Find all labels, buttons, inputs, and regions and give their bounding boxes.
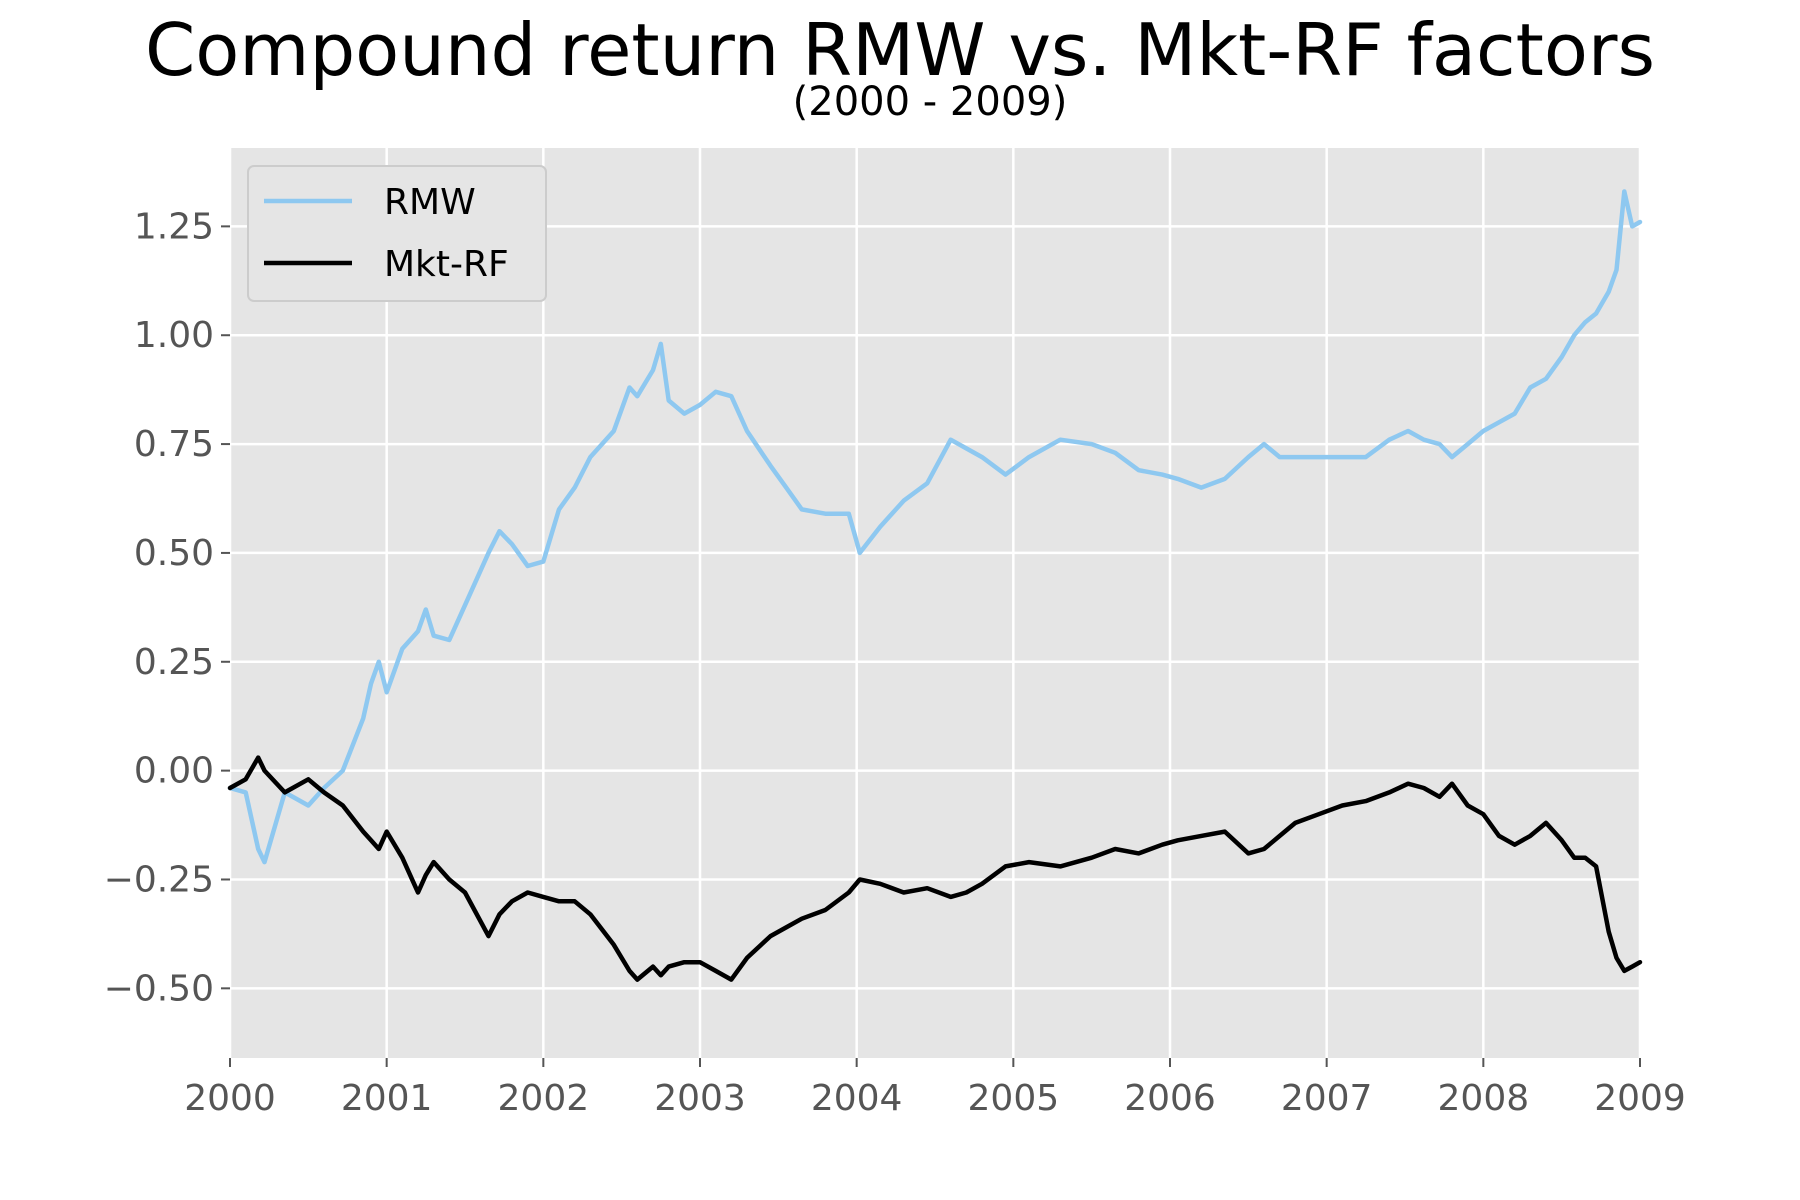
series-line-mkt-rf — [227, 755, 1643, 982]
y-tick-label: 0.00 — [134, 751, 214, 792]
y-tick-label: −0.25 — [104, 859, 214, 900]
chart-title: Compound return RMW vs. Mkt-RF factors — [144, 8, 1656, 92]
y-tick-label: 0.25 — [134, 642, 214, 683]
x-tick-label: 2000 — [184, 1078, 276, 1119]
series-layer — [227, 189, 1643, 982]
series-line-rmw — [227, 189, 1643, 865]
x-tick-label: 2001 — [341, 1078, 433, 1119]
chart-subtitle: (2000 - 2009) — [792, 79, 1068, 125]
y-tick-label: 0.75 — [134, 424, 214, 465]
axes: 2000 2001 2002 2003 2004 2005 2006 2007 2008 2009… — [104, 206, 1686, 1119]
legend: RMW Mkt-RF — [247, 165, 547, 302]
x-tick-label: 2003 — [654, 1078, 746, 1119]
x-tick-label: 2008 — [1438, 1078, 1530, 1119]
x-tick-label: 2005 — [968, 1078, 1060, 1119]
y-tick-label: 0.50 — [134, 533, 214, 574]
y-tick-label: 1.25 — [134, 206, 214, 247]
legend-label: RMW — [384, 182, 476, 223]
x-tick-label: 2009 — [1594, 1078, 1686, 1119]
x-tick-label: 2002 — [498, 1078, 590, 1119]
legend-label: Mkt-RF — [384, 244, 509, 285]
y-tick-label: −0.50 — [104, 968, 214, 1009]
x-tick-label: 2007 — [1281, 1078, 1373, 1119]
x-tick-label: 2006 — [1124, 1078, 1216, 1119]
x-tick-label: 2004 — [811, 1078, 903, 1119]
y-tick-label: 1.00 — [134, 315, 214, 356]
